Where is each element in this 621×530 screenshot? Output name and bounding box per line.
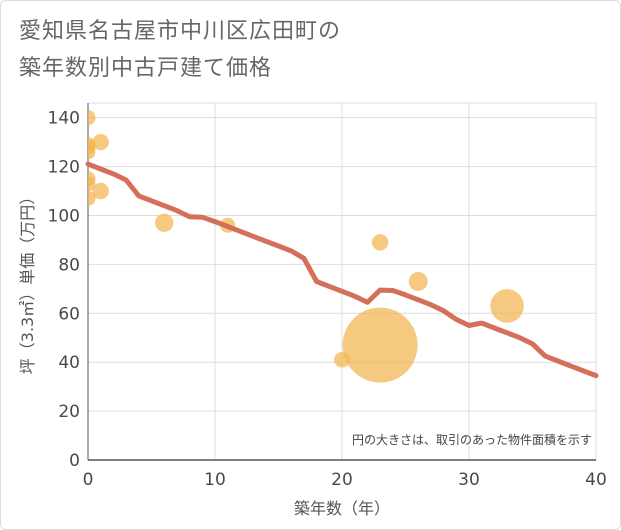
chart-title-line-2: 築年数別中古戸建て価格 [19, 56, 273, 81]
chart-title-line-1: 愛知県名古屋市中川区広田町の [19, 19, 342, 44]
y-tick-label: 20 [58, 402, 80, 422]
y-tick-label: 140 [48, 109, 80, 129]
data-point [490, 289, 524, 323]
data-point [88, 144, 96, 160]
data-point [342, 307, 418, 383]
data-point [92, 133, 109, 151]
data-point [155, 213, 174, 233]
size-note: 円の大きさは、取引のあった物件面積を示す [352, 432, 592, 447]
y-tick-label: 120 [48, 158, 80, 178]
y-tick-label: 0 [69, 451, 80, 471]
y-tick-label: 80 [58, 255, 80, 275]
x-axis-label: 築年数（年） [294, 499, 390, 518]
data-point [408, 272, 428, 291]
x-tick-label: 20 [331, 470, 353, 490]
data-point [92, 182, 109, 200]
y-tick-label: 40 [58, 353, 80, 373]
y-tick-label: 100 [48, 206, 80, 226]
x-tick-label: 0 [83, 470, 94, 490]
x-tick-label: 10 [204, 470, 226, 490]
y-axis-label: 坪（3.3㎡）単価（万円） [18, 189, 37, 374]
chart-title: 愛知県名古屋市中川区広田町の 築年数別中古戸建て価格 [19, 13, 341, 87]
y-tick-label: 60 [58, 304, 80, 324]
trend-line [85, 161, 599, 379]
data-point [88, 110, 96, 126]
x-tick-label: 30 [458, 470, 480, 490]
x-tick-label: 40 [585, 470, 607, 490]
data-point [371, 234, 389, 251]
